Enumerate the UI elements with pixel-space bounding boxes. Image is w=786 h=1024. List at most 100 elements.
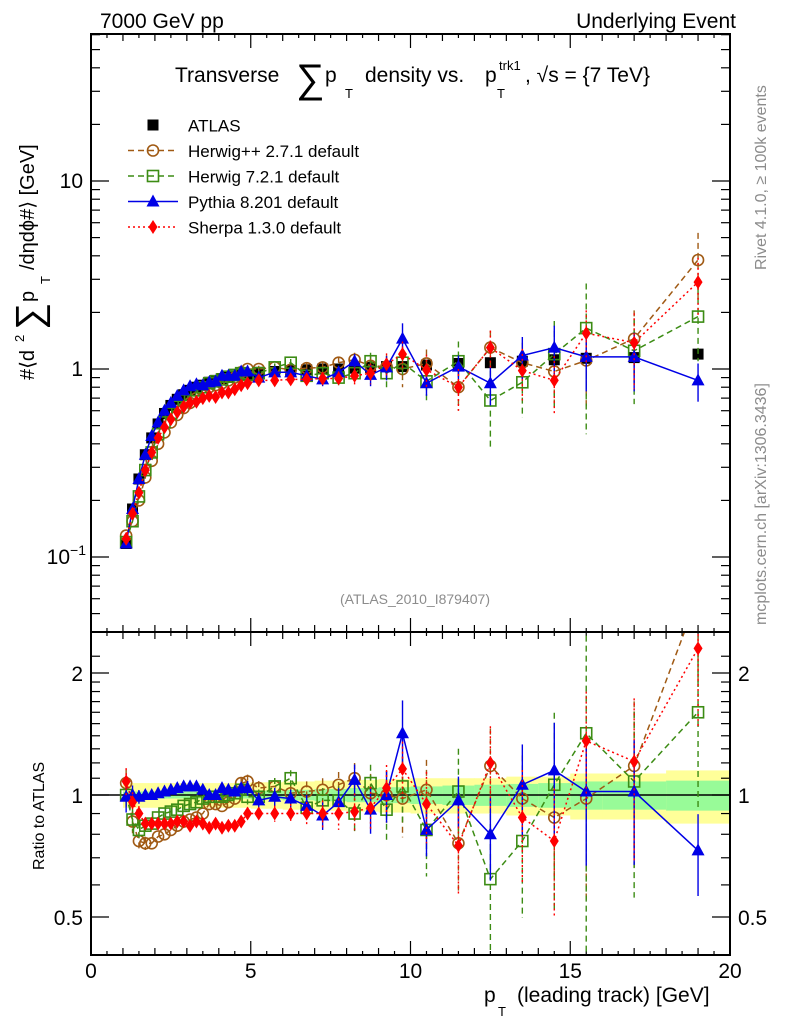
ratio-point-pythia — [515, 777, 529, 790]
ratio-line-herwigpp — [125, 633, 685, 845]
ratio-point-sherpa — [382, 781, 392, 796]
ratio-point-sherpa — [517, 810, 527, 825]
header-left: 7000 GeV pp — [100, 10, 224, 33]
data-point-pythia — [419, 376, 433, 389]
ratio-point-sherpa — [398, 761, 408, 776]
data-point-sherpa — [230, 382, 240, 397]
series-sherpa — [121, 257, 703, 546]
data-point-sherpa — [254, 373, 264, 388]
ratio-point-herwig7 — [284, 771, 297, 785]
legend-item-herwig7: Herwig 7.2.1 default — [128, 168, 339, 187]
main-y-tick-label: 1 — [71, 358, 83, 381]
data-point-sherpa — [211, 389, 221, 404]
data-point-pythia — [396, 331, 410, 344]
legend-item-sherpa: Sherpa 1.3.0 default — [128, 219, 341, 238]
title-part-a: Transverse — [175, 64, 279, 87]
ratio-point-herwigpp — [151, 830, 165, 843]
data-point-sherpa — [236, 378, 246, 393]
data-point-sherpa — [302, 372, 312, 387]
ratio-point-sherpa — [693, 641, 703, 656]
ratio-point-sherpa — [230, 818, 240, 833]
legend-label: Herwig++ 2.7.1 default — [188, 142, 359, 161]
ratio-plot-area — [119, 633, 705, 954]
ratio-point-sherpa — [243, 806, 253, 821]
legend-item-atlas: ATLAS — [147, 117, 241, 136]
data-point-sherpa — [350, 368, 360, 383]
data-point-sherpa — [166, 412, 176, 427]
data-point-sherpa — [128, 506, 138, 521]
title-sigma: ∑ — [296, 57, 325, 101]
ratio-point-sherpa — [286, 806, 296, 821]
ylabel-part-b: /dηdϕ#⟩ [GeV] — [17, 144, 39, 270]
ylabel-sq: 2 — [12, 335, 27, 342]
data-point-sherpa — [172, 405, 182, 420]
title-p: p — [325, 64, 337, 87]
ratio-point-herwig7 — [691, 705, 705, 719]
ratio-point-pythia — [228, 784, 242, 797]
ratio-point-pythia — [300, 798, 314, 811]
ratio-point-sherpa — [302, 806, 312, 821]
x-tick-label: 5 — [245, 960, 257, 983]
data-point-sherpa — [217, 385, 227, 400]
ratio-point-pythia — [579, 784, 593, 797]
data-point-sherpa — [549, 373, 559, 388]
xlabel-rest: (leading track) [GeV] — [517, 984, 710, 1007]
ratio-point-pythia — [396, 726, 410, 739]
ratio-point-sherpa — [421, 797, 431, 812]
data-point-sherpa — [334, 371, 344, 386]
data-point-pythia — [138, 447, 152, 460]
data-point-pythia — [241, 364, 255, 377]
ratio-point-sherpa — [179, 814, 189, 829]
legend-marker-pythia — [146, 194, 160, 207]
xlabel-T: T — [498, 1004, 506, 1019]
data-point-sherpa — [581, 326, 591, 341]
title-sup: trk1 — [499, 58, 521, 73]
ratio-point-pythia — [268, 789, 282, 802]
header-right: Underlying Event — [576, 10, 736, 33]
data-point-pythia — [547, 340, 561, 353]
data-point-sherpa — [453, 380, 463, 395]
x-tick-label: 15 — [559, 960, 582, 983]
ratio-point-pythia — [547, 763, 561, 776]
main-y-tick-label: 10 — [60, 170, 83, 193]
ratio-point-sherpa — [334, 806, 344, 821]
ratio-y-tick-label-right: 1 — [738, 785, 750, 808]
ratio-point-sherpa — [318, 806, 328, 821]
analysis-watermark: (ATLAS_2010_I879407) — [340, 591, 490, 607]
main-ylabel: #⟨d 2 ∑ p T /dηdϕ#⟩ [GeV] — [9, 144, 53, 380]
ratio-point-pythia — [196, 782, 210, 795]
xlabel-p: p — [484, 984, 496, 1007]
ratio-point-herwig7 — [126, 813, 139, 826]
data-point-pythia — [691, 373, 705, 386]
data-point-atlas — [692, 348, 704, 360]
ylabel-sigma: ∑ — [9, 303, 51, 330]
data-point-sherpa — [204, 388, 214, 403]
ratio-point-sherpa — [185, 818, 195, 833]
legend-marker-atlas — [147, 119, 159, 131]
data-point-pythia — [284, 365, 298, 378]
ratio-point-pythia — [348, 772, 362, 785]
ratio-y-tick-label-left: 1 — [71, 785, 83, 808]
ratio-point-sherpa — [166, 816, 176, 831]
ratio-point-sherpa — [204, 820, 214, 835]
ratio-point-sherpa — [366, 800, 376, 815]
legend-item-herwigpp: Herwig++ 2.7.1 default — [128, 142, 359, 161]
data-point-sherpa — [421, 362, 431, 377]
ratio-series-pythia — [119, 700, 705, 897]
rivet-label: Rivet 4.1.0, ≥ 100k events — [753, 85, 770, 270]
data-point-sherpa — [140, 463, 150, 478]
ratio-point-herwigpp — [215, 799, 229, 813]
ylabel-p: p — [17, 291, 39, 302]
ratio-point-pythia — [419, 822, 433, 835]
data-point-sherpa — [243, 376, 253, 391]
data-point-pythia — [151, 415, 165, 428]
ratio-point-sherpa — [191, 814, 201, 829]
ratio-point-sherpa — [153, 816, 163, 831]
data-point-herwig7 — [691, 310, 705, 323]
title-T2: T — [497, 86, 505, 101]
data-point-sherpa — [153, 430, 163, 445]
ratio-y-tick-label-left: 2 — [71, 663, 83, 686]
title-p2: p — [485, 64, 497, 87]
data-point-pythia — [348, 354, 362, 367]
